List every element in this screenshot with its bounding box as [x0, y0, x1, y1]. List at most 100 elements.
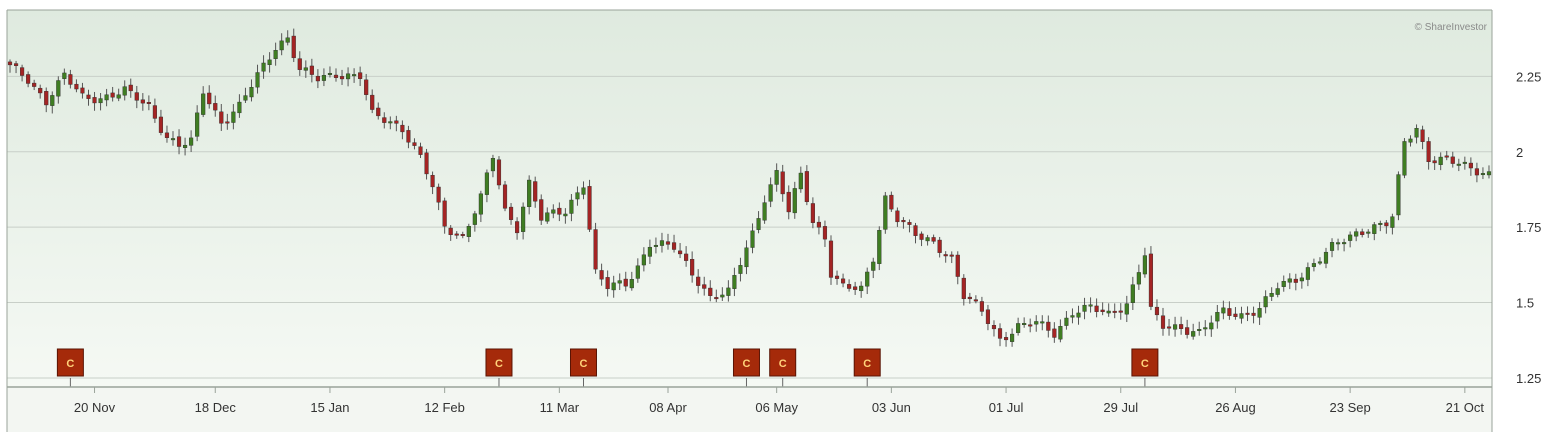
corporate-action-marker[interactable]	[853, 348, 881, 377]
candle-body	[1179, 324, 1184, 329]
candle-body	[1420, 129, 1425, 142]
candle-body	[1311, 263, 1316, 267]
candle-body	[508, 206, 514, 220]
candle-body	[496, 159, 502, 186]
candle-body	[919, 233, 924, 240]
marker-label: C	[743, 358, 751, 370]
candle-body	[708, 287, 713, 296]
marker-label: C	[580, 358, 588, 370]
candle-body	[1342, 242, 1347, 245]
candle-body	[786, 191, 791, 213]
candle-body	[768, 184, 773, 202]
candle-body	[1251, 312, 1256, 316]
candle-body	[56, 80, 61, 97]
candle-body	[617, 280, 622, 284]
x-tick-label: 12 Feb	[424, 400, 464, 415]
candle-body	[436, 186, 441, 203]
candle-body	[1293, 278, 1298, 283]
candle-body	[195, 112, 200, 137]
candle-body	[158, 116, 164, 133]
candle-body	[1142, 255, 1147, 275]
candle-body	[967, 296, 972, 300]
candle-body	[889, 194, 894, 210]
candle-body	[913, 225, 918, 236]
candle-body	[979, 301, 984, 312]
candle-body	[1058, 326, 1063, 340]
candle-body	[961, 277, 966, 300]
candle-body	[1082, 304, 1087, 312]
candle-body	[593, 229, 598, 270]
candle-body	[1106, 310, 1111, 314]
corporate-action-marker[interactable]	[56, 348, 84, 377]
candle-body	[1191, 331, 1196, 337]
candle-body	[1257, 308, 1262, 318]
candle-body	[1016, 323, 1021, 333]
candle-body	[865, 271, 870, 287]
candle-body	[1317, 261, 1323, 264]
candle-body	[152, 105, 157, 119]
y-axis-ticks: 2.25 2 1.75 1.5 1.25	[1516, 69, 1541, 386]
candle-body	[1263, 296, 1268, 308]
candle-body	[515, 221, 520, 234]
candle-body	[720, 294, 725, 298]
candle-body	[38, 87, 43, 94]
candle-body	[472, 213, 477, 225]
candle-body	[539, 199, 544, 221]
candle-body	[1269, 293, 1274, 297]
x-tick-label: 23 Sep	[1330, 400, 1371, 415]
candle-body	[62, 72, 67, 79]
candle-body	[1088, 304, 1093, 307]
candle-body	[702, 284, 707, 289]
candle-body	[925, 237, 930, 242]
candle-body	[1154, 306, 1160, 316]
candle-body	[255, 72, 260, 88]
candle-body	[527, 179, 532, 207]
x-tick-label: 21 Oct	[1446, 400, 1485, 415]
candle-body	[726, 287, 731, 296]
corporate-action-marker[interactable]	[732, 348, 760, 377]
candle-body	[1444, 155, 1449, 158]
candle-body	[98, 98, 103, 104]
candle-body	[901, 220, 906, 223]
candle-body	[50, 95, 55, 106]
candle-body	[1486, 171, 1492, 176]
candle-body	[309, 65, 314, 75]
candle-body	[611, 282, 616, 291]
candle-body	[744, 247, 749, 268]
candle-body	[750, 230, 755, 248]
candle-body	[647, 246, 652, 257]
candle-body	[816, 221, 821, 228]
y-tick-label: 1.5	[1516, 296, 1534, 311]
candle-body	[339, 76, 345, 80]
candle-body	[7, 61, 13, 66]
candle-body	[140, 99, 145, 104]
candle-body	[424, 152, 429, 175]
candle-body	[653, 244, 659, 247]
candle-body	[690, 259, 695, 276]
candle-body	[599, 270, 604, 280]
candle-body	[68, 74, 73, 85]
candle-body	[92, 97, 97, 104]
candle-body	[810, 203, 815, 223]
candle-body	[1003, 337, 1009, 341]
candle-body	[798, 172, 803, 190]
x-tick-label: 29 Jul	[1103, 400, 1138, 415]
candle-body	[1124, 303, 1129, 315]
candle-body	[352, 74, 357, 77]
corporate-action-marker[interactable]	[569, 348, 597, 377]
candle-body	[176, 136, 182, 147]
candle-body	[1215, 312, 1220, 322]
candle-body	[1233, 313, 1238, 317]
corporate-action-marker[interactable]	[769, 348, 797, 377]
corporate-action-marker[interactable]	[1131, 348, 1159, 377]
candle-body	[659, 240, 665, 246]
candle-body	[382, 117, 387, 123]
candle-body	[937, 239, 942, 253]
candle-body	[569, 199, 574, 214]
candle-body	[400, 124, 405, 133]
candle-body	[406, 130, 411, 143]
candle-body	[907, 222, 912, 225]
corporate-action-marker[interactable]	[485, 348, 513, 377]
candle-body	[225, 121, 230, 124]
